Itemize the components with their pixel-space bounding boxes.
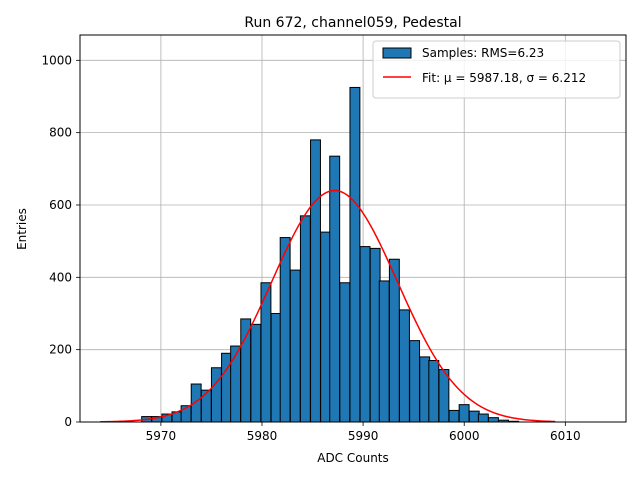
histogram-bar xyxy=(487,417,499,423)
x-tick-label: 5990 xyxy=(348,429,379,443)
histogram-bar xyxy=(289,269,301,423)
y-tick-label: 200 xyxy=(49,343,72,357)
x-axis: 5970 5980 5990 6000 6010 xyxy=(146,422,581,443)
histogram-bar xyxy=(458,404,470,423)
histogram-bar xyxy=(409,340,421,423)
y-axis-label: Entries xyxy=(15,208,29,250)
legend: Samples: RMS=6.23 Fit: μ = 5987.18, σ = … xyxy=(372,40,621,99)
x-tick-label: 6000 xyxy=(449,429,480,443)
legend-label-fit: Fit: μ = 5987.18, σ = 6.212 xyxy=(422,71,586,85)
x-tick-label: 5970 xyxy=(146,429,177,443)
histogram-bar xyxy=(339,282,351,423)
histogram-bar xyxy=(310,139,321,423)
histogram-bar xyxy=(250,323,262,423)
histogram-bar xyxy=(240,318,252,423)
histogram-bars xyxy=(141,86,520,423)
x-tick-label: 6010 xyxy=(550,429,581,443)
y-tick-label: 600 xyxy=(49,198,72,212)
histogram-bar xyxy=(399,309,410,423)
chart-title: Run 672, channel059, Pedestal xyxy=(244,15,461,31)
histogram-bar xyxy=(369,247,381,423)
histogram-bar xyxy=(428,360,440,423)
histogram-bar xyxy=(349,86,361,423)
x-tick-label: 5980 xyxy=(247,429,278,443)
y-axis: 0 200 400 600 800 1000 xyxy=(41,53,80,429)
histogram-bar xyxy=(468,410,480,423)
legend-swatch-samples xyxy=(382,47,412,59)
y-tick-label: 800 xyxy=(49,126,72,140)
histogram-bar xyxy=(320,231,332,423)
histogram-bar xyxy=(270,312,282,423)
y-tick-label: 0 xyxy=(64,415,72,429)
y-tick-label: 400 xyxy=(49,270,72,284)
histogram-bar xyxy=(200,389,212,423)
histogram-bar xyxy=(299,215,311,423)
histogram-bar xyxy=(419,356,431,423)
y-tick-label: 1000 xyxy=(41,53,72,67)
histogram-bar xyxy=(438,369,450,423)
histogram-bar xyxy=(190,383,202,423)
x-axis-label: ADC Counts xyxy=(317,451,389,465)
histogram-bar xyxy=(448,409,460,423)
histogram-bar xyxy=(378,280,390,423)
histogram-bar xyxy=(329,155,341,423)
fit-curve xyxy=(100,189,556,423)
legend-box xyxy=(372,40,621,99)
histogram-bar xyxy=(477,413,489,423)
plot-frame xyxy=(79,34,627,423)
histogram-bar xyxy=(230,345,242,423)
histogram-bar xyxy=(279,237,291,423)
histogram-bar xyxy=(210,367,222,423)
histogram-bar xyxy=(359,246,371,423)
legend-label-samples: Samples: RMS=6.23 xyxy=(422,46,544,60)
